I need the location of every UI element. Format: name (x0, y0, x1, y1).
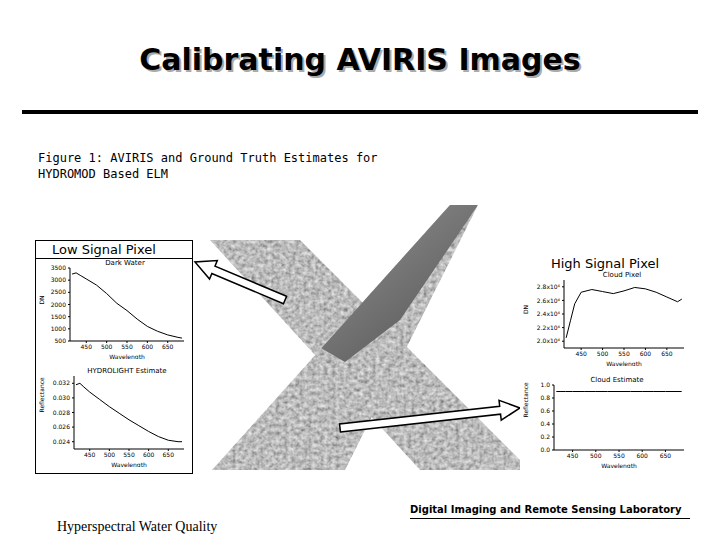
svg-text:Wavelength: Wavelength (606, 360, 642, 366)
svg-text:0.2: 0.2 (540, 433, 550, 440)
html-text:Low Signal Pixel: Low Signal Pixel (52, 242, 156, 257)
svg-text:0.4: 0.4 (540, 420, 550, 427)
svg-text:DN: DN (38, 295, 45, 304)
svg-text:1.0: 1.0 (540, 381, 550, 388)
html-text:Hyperspectral Water Quality: Hyperspectral Water Quality (57, 519, 218, 534)
svg-text:450: 450 (81, 343, 93, 350)
html-text:HYDROMOD Based ELM: HYDROMOD Based ELM (38, 167, 168, 181)
svg-text:600: 600 (636, 452, 648, 459)
svg-text:Wavelength: Wavelength (109, 353, 145, 359)
html-text:Digital Imaging and Remote Sen: Digital Imaging and Remote Sensing Labor… (410, 504, 682, 515)
html-text:HYDROLIGHT Estimate: HYDROLIGHT Estimate (87, 367, 167, 375)
svg-text:2.0x10⁴: 2.0x10⁴ (537, 337, 561, 344)
svg-text:DN: DN (522, 305, 529, 314)
svg-text:550: 550 (618, 350, 630, 357)
svg-text:Wavelength: Wavelength (111, 461, 147, 467)
svg-text:550: 550 (123, 451, 135, 458)
svg-text:600: 600 (143, 451, 155, 458)
html-text:Figure 1: AVIRIS and Ground Tr: Figure 1: AVIRIS and Ground Truth Estima… (38, 151, 378, 165)
svg-text:0.8: 0.8 (540, 394, 550, 401)
svg-text:500: 500 (597, 350, 609, 357)
svg-text:500: 500 (590, 452, 602, 459)
svg-text:2.8x10⁴: 2.8x10⁴ (537, 283, 561, 290)
svg-text:0.026: 0.026 (53, 423, 70, 430)
html-text:Calibrating AVIRIS Images: Calibrating AVIRIS Images (139, 42, 581, 77)
svg-text:2500: 2500 (51, 288, 66, 295)
svg-text:0.030: 0.030 (53, 394, 70, 401)
svg-text:500: 500 (55, 337, 67, 344)
svg-text:450: 450 (84, 451, 96, 458)
svg-text:550: 550 (613, 452, 625, 459)
svg-text:650: 650 (163, 451, 175, 458)
svg-text:0.028: 0.028 (53, 409, 70, 416)
html-text:Dark Water: Dark Water (105, 259, 145, 267)
html-text:High Signal Pixel: High Signal Pixel (550, 256, 660, 271)
svg-text:500: 500 (101, 343, 113, 350)
svg-text:2.2x10⁴: 2.2x10⁴ (537, 324, 561, 331)
svg-text:500: 500 (104, 451, 116, 458)
svg-text:600: 600 (142, 343, 154, 350)
svg-text:Reflectance: Reflectance (38, 377, 45, 412)
svg-text:550: 550 (121, 343, 133, 350)
svg-text:0.0: 0.0 (540, 446, 550, 453)
svg-text:2.6x10⁴: 2.6x10⁴ (537, 297, 561, 304)
html-text:Cloud Pixel: Cloud Pixel (602, 271, 642, 279)
svg-text:600: 600 (640, 350, 652, 357)
svg-text:2000: 2000 (51, 301, 66, 308)
svg-text:0.032: 0.032 (53, 379, 70, 386)
svg-text:0.6: 0.6 (540, 407, 550, 414)
svg-text:3000: 3000 (51, 276, 66, 283)
svg-text:650: 650 (162, 343, 174, 350)
svg-text:1500: 1500 (51, 313, 66, 320)
svg-text:0.024: 0.024 (53, 438, 70, 445)
svg-text:2.4x10⁴: 2.4x10⁴ (537, 310, 561, 317)
svg-text:450: 450 (567, 452, 579, 459)
svg-text:Wavelength: Wavelength (601, 462, 637, 468)
svg-text:450: 450 (575, 350, 587, 357)
svg-text:650: 650 (661, 350, 673, 357)
svg-text:1000: 1000 (51, 325, 66, 332)
svg-text:3500: 3500 (51, 264, 66, 271)
html-text:Cloud Estimate: Cloud Estimate (590, 376, 644, 384)
svg-text:Reflectance: Reflectance (522, 382, 529, 417)
svg-text:650: 650 (660, 452, 672, 459)
